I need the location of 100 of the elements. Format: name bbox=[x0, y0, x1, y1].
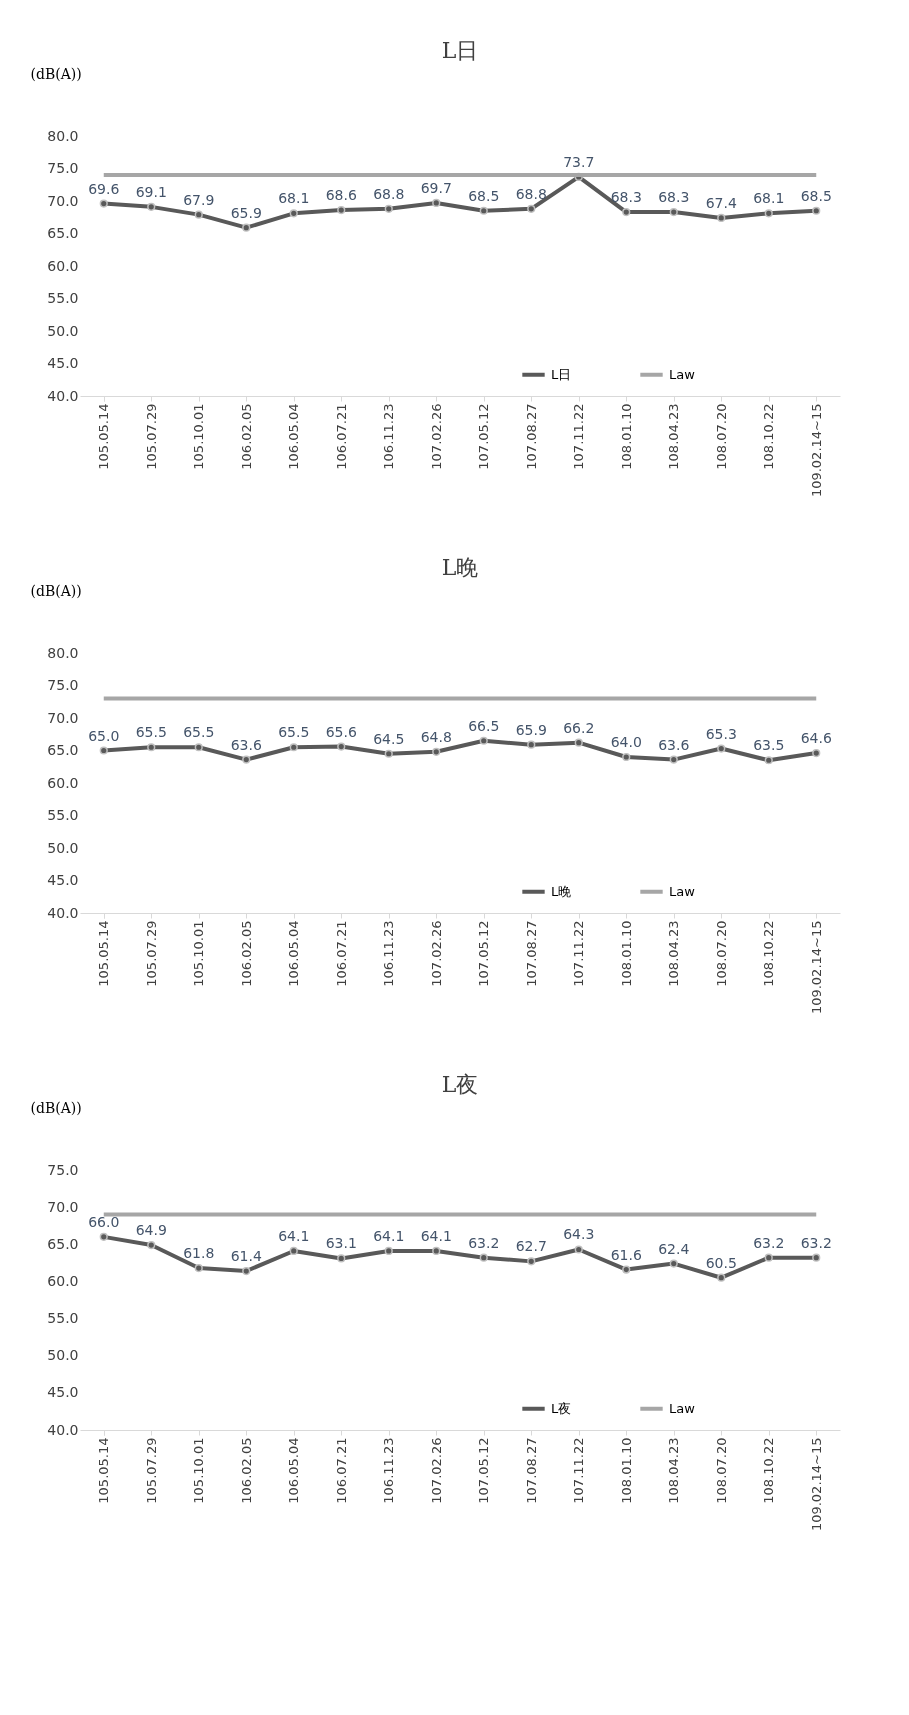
point bbox=[384, 749, 393, 758]
data-label: 67.4 bbox=[705, 194, 737, 211]
x-tick-label: 105.10.01 bbox=[191, 920, 207, 987]
x-tick-label: 107.08.27 bbox=[523, 920, 539, 987]
x-tick-label: 108.04.23 bbox=[666, 920, 682, 987]
data-label: 66.5 bbox=[468, 717, 500, 734]
data-label: 64.1 bbox=[420, 1227, 452, 1244]
data-label: 63.1 bbox=[325, 1235, 357, 1252]
y-tick-label: 40.0 bbox=[47, 387, 79, 404]
data-label: 65.9 bbox=[515, 721, 547, 738]
y-axis-title: (dB(A)) bbox=[30, 582, 82, 599]
data-label: 60.5 bbox=[705, 1254, 737, 1271]
x-tick-label: 105.10.01 bbox=[191, 403, 207, 470]
x-tick-label: 105.05.14 bbox=[96, 403, 112, 470]
y-axis-title: (dB(A)) bbox=[30, 65, 82, 82]
data-label: 62.7 bbox=[515, 1238, 547, 1255]
x-tick-label: 108.10.22 bbox=[761, 920, 777, 987]
point bbox=[812, 1253, 821, 1262]
point bbox=[717, 1273, 726, 1282]
y-tick-label: 50.0 bbox=[47, 1347, 79, 1364]
y-tick-label: 65.0 bbox=[47, 225, 79, 241]
point bbox=[384, 1246, 393, 1256]
x-tick-label: 106.07.21 bbox=[333, 1437, 349, 1504]
point bbox=[147, 743, 156, 752]
point bbox=[337, 742, 346, 751]
point bbox=[669, 207, 678, 217]
point bbox=[337, 1254, 346, 1263]
x-tick-label: 105.10.01 bbox=[191, 1437, 207, 1504]
x-tick-label: 108.07.20 bbox=[713, 1437, 729, 1504]
legend-label: L晚 bbox=[551, 883, 572, 899]
x-tick-label: 108.10.22 bbox=[761, 403, 777, 470]
point bbox=[289, 743, 298, 752]
point bbox=[147, 1240, 156, 1250]
y-tick-label: 50.0 bbox=[47, 322, 79, 339]
point bbox=[99, 1232, 108, 1241]
data-label: 61.4 bbox=[230, 1248, 262, 1265]
data-label: 65.0 bbox=[88, 727, 120, 744]
x-tick-label: 106.07.21 bbox=[333, 403, 349, 470]
x-tick-label: 106.07.21 bbox=[333, 920, 349, 987]
data-label: 63.2 bbox=[800, 1234, 832, 1251]
x-tick-label: 106.11.23 bbox=[381, 403, 397, 470]
point bbox=[194, 210, 203, 219]
x-tick-label: 106.02.05 bbox=[238, 1437, 254, 1504]
data-label: 64.5 bbox=[373, 730, 405, 747]
point bbox=[622, 752, 631, 762]
y-tick-label: 60.0 bbox=[47, 1272, 79, 1289]
point bbox=[622, 207, 631, 217]
x-tick-label: 108.04.23 bbox=[666, 403, 682, 470]
y-tick-label: 70.0 bbox=[47, 1198, 79, 1215]
data-label: 68.8 bbox=[515, 185, 547, 202]
x-tick-label: 105.05.14 bbox=[96, 920, 112, 987]
point bbox=[479, 736, 488, 745]
y-tick-label: 75.0 bbox=[47, 1161, 79, 1178]
x-tick-label: 107.11.22 bbox=[571, 920, 587, 987]
data-label: 68.8 bbox=[373, 185, 405, 202]
data-label: 61.8 bbox=[183, 1245, 215, 1262]
legend-label: L夜 bbox=[551, 1400, 572, 1416]
x-tick-label: 107.08.27 bbox=[523, 1437, 539, 1504]
data-label: 65.9 bbox=[230, 204, 262, 221]
data-label: 64.1 bbox=[278, 1227, 310, 1244]
y-tick-label: 80.0 bbox=[47, 644, 79, 661]
x-tick-label: 107.05.12 bbox=[476, 920, 492, 987]
point bbox=[764, 209, 773, 218]
data-label: 73.7 bbox=[563, 153, 595, 170]
x-tick-label: 106.05.04 bbox=[286, 1437, 302, 1504]
data-label: 66.2 bbox=[563, 719, 595, 736]
x-tick-label: 105.05.14 bbox=[96, 1437, 112, 1504]
data-label: 68.3 bbox=[610, 189, 642, 206]
chart-title: L日 bbox=[441, 38, 479, 63]
y-tick-label: 80.0 bbox=[47, 127, 79, 144]
y-tick-label: 55.0 bbox=[47, 290, 79, 306]
point bbox=[527, 1257, 536, 1266]
data-label: 64.6 bbox=[800, 730, 832, 747]
point bbox=[99, 746, 108, 755]
data-label: 66.0 bbox=[88, 1213, 120, 1230]
x-tick-label: 109.02.14~15 bbox=[808, 403, 824, 498]
point bbox=[479, 1253, 488, 1262]
y-tick-label: 50.0 bbox=[47, 839, 79, 856]
y-tick-label: 40.0 bbox=[47, 1421, 79, 1438]
point bbox=[764, 756, 773, 765]
point bbox=[432, 198, 441, 208]
y-tick-label: 55.0 bbox=[47, 807, 79, 823]
point bbox=[622, 1265, 631, 1274]
y-tick-label: 60.0 bbox=[47, 257, 79, 274]
y-tick-label: 55.0 bbox=[47, 1310, 79, 1327]
y-axis-title: (dB(A)) bbox=[30, 1099, 82, 1116]
x-tick-label: 105.07.29 bbox=[143, 1437, 159, 1504]
point bbox=[527, 204, 536, 213]
x-tick-label: 106.02.05 bbox=[238, 403, 254, 470]
point bbox=[717, 213, 726, 222]
point bbox=[764, 1253, 773, 1262]
point bbox=[479, 206, 488, 215]
data-label: 64.8 bbox=[420, 728, 452, 745]
x-tick-label: 105.07.29 bbox=[143, 920, 159, 987]
y-tick-label: 45.0 bbox=[47, 355, 79, 371]
x-tick-label: 106.02.05 bbox=[238, 920, 254, 987]
data-label: 63.6 bbox=[658, 736, 690, 753]
point bbox=[337, 206, 346, 215]
x-tick-label: 108.01.10 bbox=[618, 920, 634, 987]
point bbox=[812, 749, 821, 758]
